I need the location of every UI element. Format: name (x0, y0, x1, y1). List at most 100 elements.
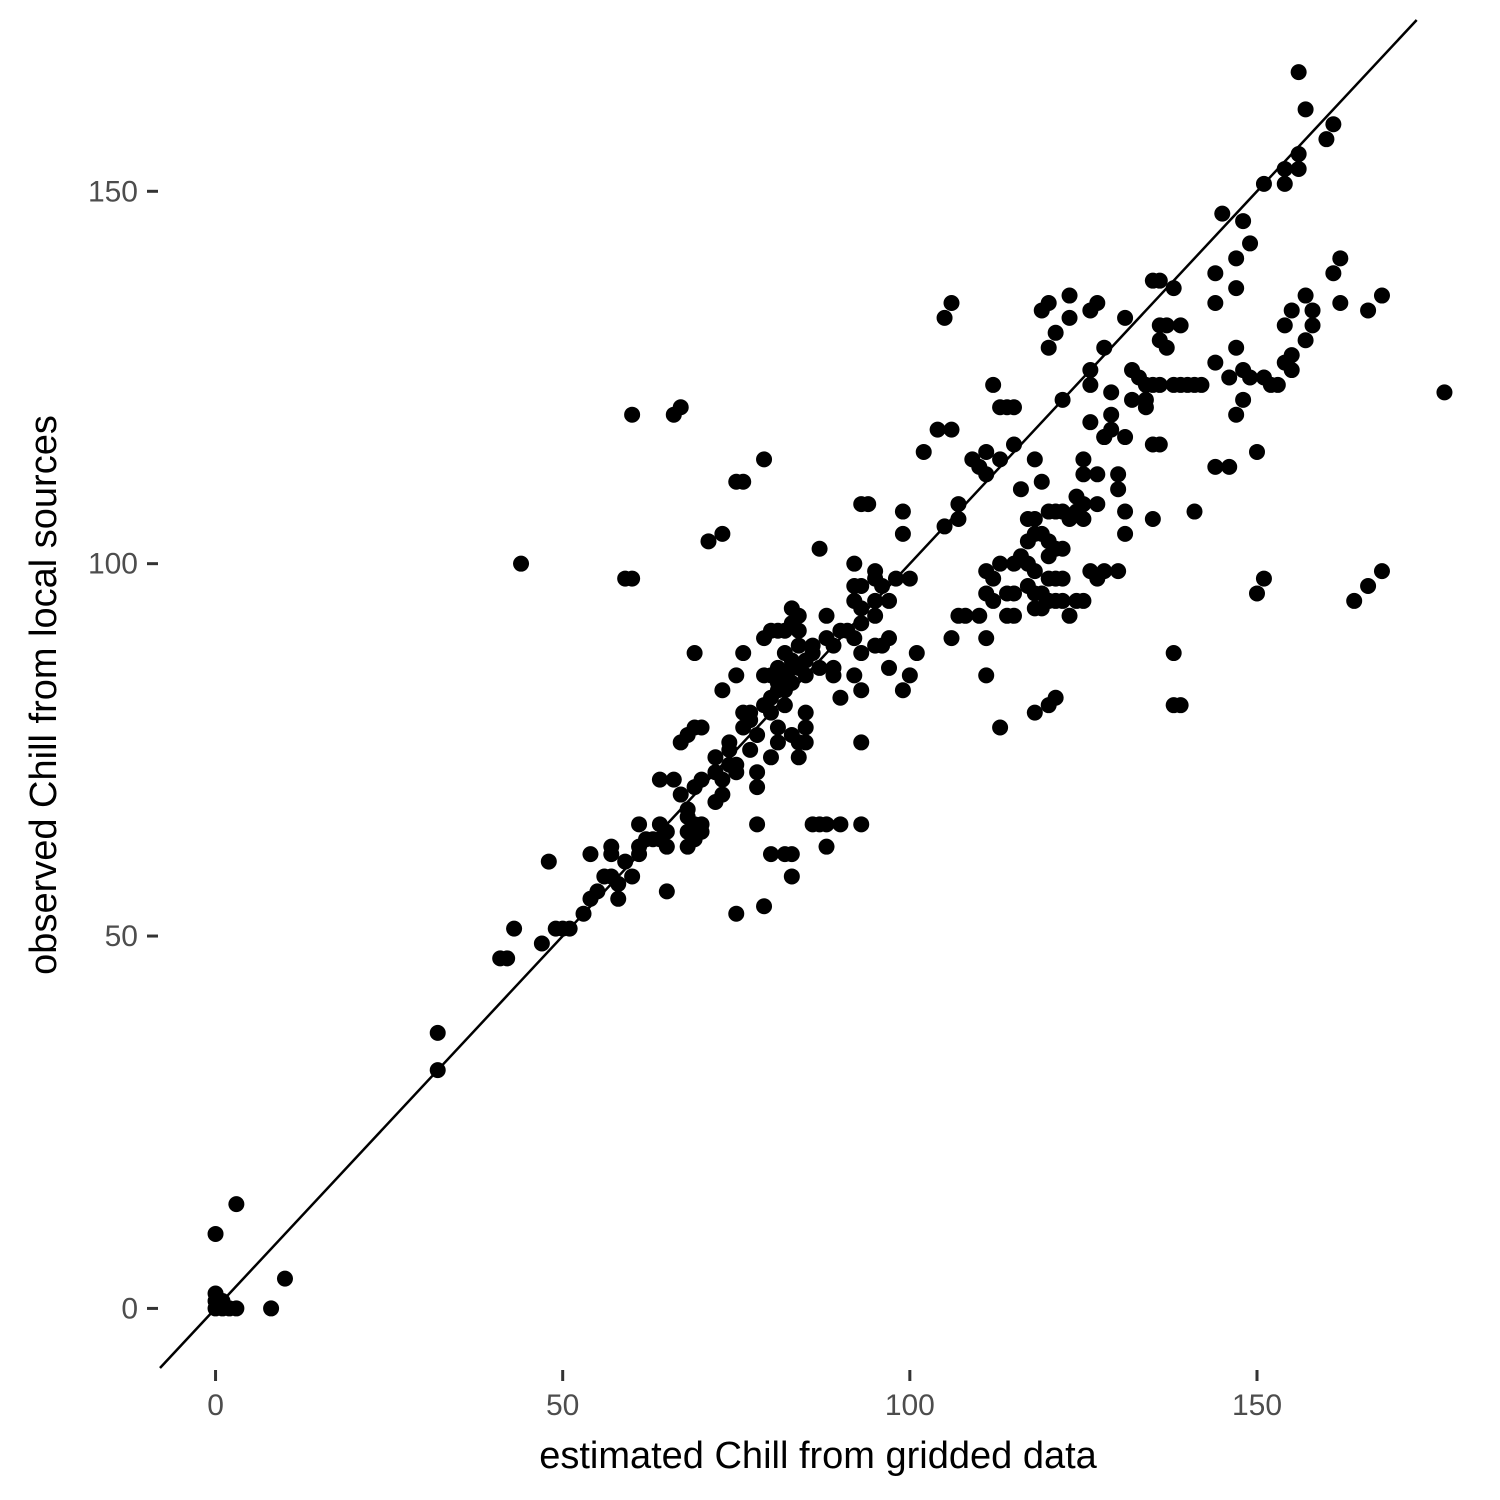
data-point (617, 853, 634, 870)
data-point (762, 704, 779, 721)
data-point (978, 630, 995, 647)
data-point (783, 674, 800, 691)
data-point (582, 846, 599, 863)
data-point (540, 853, 557, 870)
data-point (1110, 481, 1127, 498)
data-point (797, 734, 814, 751)
data-point (1207, 295, 1224, 312)
data-point (978, 667, 995, 684)
data-point (1082, 414, 1099, 431)
data-point (1304, 302, 1321, 319)
data-point (1276, 317, 1293, 334)
data-point (811, 659, 828, 676)
data-point (936, 309, 953, 326)
data-point (1248, 585, 1265, 602)
data-point (860, 496, 877, 513)
data-point (228, 1300, 245, 1317)
data-point (985, 570, 1002, 587)
y-axis: 0 50 100 150 (88, 175, 158, 1325)
data-point (1318, 131, 1335, 148)
data-point (1075, 496, 1092, 513)
data-point (929, 421, 946, 438)
data-point (1207, 458, 1224, 475)
data-point (1297, 101, 1314, 118)
data-point (1290, 64, 1307, 81)
data-point (1089, 295, 1106, 312)
x-axis: 0 50 100 150 (207, 1370, 1282, 1422)
data-point (985, 376, 1002, 393)
data-point (1061, 309, 1078, 326)
data-point (1290, 160, 1307, 177)
data-point (776, 697, 793, 714)
data-point (1082, 376, 1099, 393)
data-point (1054, 391, 1071, 408)
data-point (1061, 607, 1078, 624)
data-point (1082, 362, 1099, 379)
y-axis-title: observed Chill from local sources (23, 415, 65, 975)
data-point (1005, 399, 1022, 416)
data-point (1158, 339, 1175, 356)
data-point (846, 555, 863, 572)
x-tick-label: 150 (1232, 1389, 1282, 1422)
data-point (762, 846, 779, 863)
data-point (624, 570, 641, 587)
data-point (853, 682, 870, 699)
data-point (749, 779, 766, 796)
data-point (679, 801, 696, 818)
data-point (971, 607, 988, 624)
data-point (1228, 406, 1245, 423)
data-point (1040, 339, 1057, 356)
data-point (950, 496, 967, 513)
data-point (1373, 287, 1390, 304)
data-point (1110, 563, 1127, 580)
data-point (818, 838, 835, 855)
data-point (1151, 436, 1168, 453)
data-point (624, 868, 641, 885)
data-point (846, 630, 863, 647)
data-point (1054, 540, 1071, 557)
data-point (992, 719, 1009, 736)
data-point (721, 741, 738, 758)
data-point (429, 1062, 446, 1079)
data-point (1172, 317, 1189, 334)
data-point (1089, 466, 1106, 483)
data-point (1436, 384, 1453, 401)
data-point (853, 645, 870, 662)
data-point (658, 823, 675, 840)
data-point (790, 622, 807, 639)
data-point (207, 1225, 224, 1242)
data-point (992, 555, 1009, 572)
data-point (714, 525, 731, 542)
data-point (985, 592, 1002, 609)
data-point (874, 578, 891, 595)
data-point (901, 667, 918, 684)
data-point (1110, 466, 1127, 483)
data-points (207, 64, 1453, 1317)
data-point (1005, 585, 1022, 602)
x-axis-title: estimated Chill from gridded data (539, 1435, 1097, 1477)
data-point (693, 823, 710, 840)
data-point (1373, 563, 1390, 580)
data-point (1054, 570, 1071, 587)
data-point (1026, 451, 1043, 468)
data-point (1325, 116, 1342, 133)
data-point (1172, 697, 1189, 714)
data-point (1047, 689, 1064, 706)
y-tick-label: 50 (105, 920, 138, 953)
data-point (1089, 496, 1106, 513)
data-point (1193, 376, 1210, 393)
data-point (1228, 339, 1245, 356)
data-point (749, 726, 766, 743)
data-point (1026, 563, 1043, 580)
data-point (1005, 607, 1022, 624)
data-point (908, 645, 925, 662)
data-point (853, 615, 870, 632)
data-point (714, 682, 731, 699)
data-point (735, 645, 752, 662)
data-point (853, 600, 870, 617)
data-point (749, 764, 766, 781)
data-point (1360, 578, 1377, 595)
data-point (783, 868, 800, 885)
data-point (610, 875, 627, 892)
